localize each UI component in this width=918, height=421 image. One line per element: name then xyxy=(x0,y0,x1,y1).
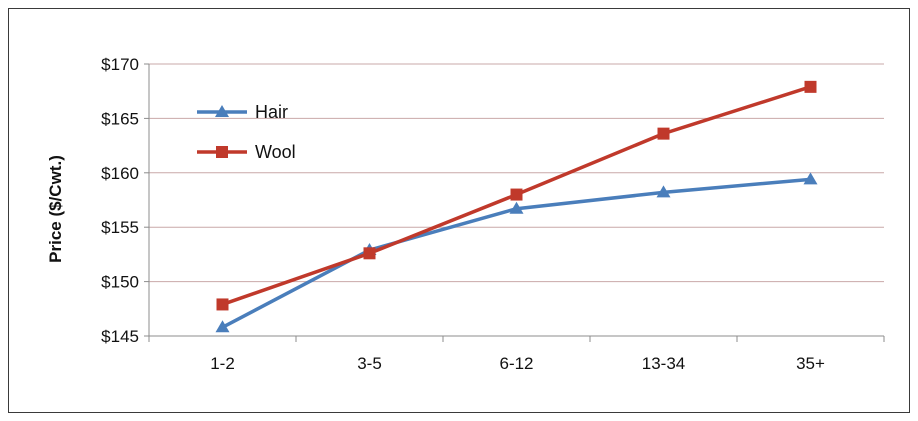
x-tick-label: 6-12 xyxy=(499,354,533,373)
square-marker xyxy=(657,127,670,140)
square-marker xyxy=(216,298,229,311)
chart-frame: $145 $150 $155 $160 $165 $170 1-2 3-5 6-12 13-34… xyxy=(8,8,910,413)
y-tick-label: $155 xyxy=(101,218,139,237)
x-tick-label: 35+ xyxy=(796,354,825,373)
square-marker xyxy=(510,188,523,201)
legend-triangle-icon xyxy=(215,105,229,117)
legend-item-wool: Wool xyxy=(197,142,296,162)
legend: Hair Wool xyxy=(197,102,296,162)
series-wool xyxy=(216,80,817,311)
square-marker xyxy=(804,80,817,93)
y-axis-title: Price ($/Cwt.) xyxy=(46,155,65,263)
x-tick-labels: 1-2 3-5 6-12 13-34 35+ xyxy=(210,354,825,373)
triangle-marker xyxy=(656,185,671,198)
square-marker xyxy=(363,247,376,260)
triangle-marker xyxy=(509,201,524,214)
legend-label: Wool xyxy=(255,142,296,162)
legend-square-icon xyxy=(216,146,228,158)
triangle-marker xyxy=(215,320,230,333)
x-tick-label: 1-2 xyxy=(210,354,235,373)
legend-label: Hair xyxy=(255,102,288,122)
y-tick-label: $150 xyxy=(101,273,139,292)
axes xyxy=(144,63,885,342)
y-tick-label: $170 xyxy=(101,55,139,74)
x-tick-label: 13-34 xyxy=(642,354,685,373)
line-chart: $145 $150 $155 $160 $165 $170 1-2 3-5 6-12 13-34… xyxy=(46,55,885,373)
x-tick-label: 3-5 xyxy=(357,354,382,373)
y-tick-label: $145 xyxy=(101,327,139,346)
series-line-hair xyxy=(221,177,811,329)
gridlines xyxy=(149,63,884,283)
y-tick-labels: $145 $150 $155 $160 $165 $170 xyxy=(101,55,139,346)
legend-item-hair: Hair xyxy=(197,102,288,122)
triangle-marker xyxy=(803,172,818,185)
y-tick-label: $165 xyxy=(101,109,139,128)
y-tick-label: $160 xyxy=(101,164,139,183)
series xyxy=(215,80,818,333)
